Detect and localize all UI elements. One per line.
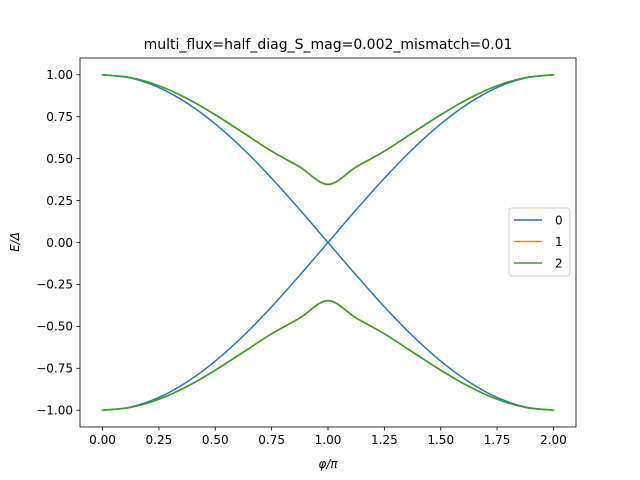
y-tick-label: 0.50 <box>46 152 73 166</box>
x-tick-label: 2.00 <box>540 433 567 447</box>
y-tick-label: 0.75 <box>46 110 73 124</box>
y-tick-label: 0.00 <box>46 236 73 250</box>
x-tick-label: 0.50 <box>202 433 229 447</box>
y-axis-label: E/Δ <box>8 232 22 252</box>
series-2-branch-1-line <box>101 299 555 412</box>
x-tick-label: 1.75 <box>484 433 511 447</box>
y-tick-label: −1.00 <box>36 404 73 418</box>
x-tick-label: 1.50 <box>427 433 454 447</box>
legend: 0 1 2 <box>508 207 571 277</box>
y-tick-label: −0.25 <box>36 278 73 292</box>
series-2-branch-0-line <box>101 73 555 186</box>
x-tick-label: 0.00 <box>89 433 116 447</box>
y-tick-label: 1.00 <box>46 68 73 82</box>
x-tick-label: 1.00 <box>315 433 342 447</box>
chart-title: multi_flux=half_diag_S_mag=0.002_mismatc… <box>144 37 513 53</box>
series-0-branch-1-line <box>101 73 555 412</box>
y-tick-label: −0.50 <box>36 320 73 334</box>
y-tick-label: −0.75 <box>36 362 73 376</box>
x-tick-label: 1.25 <box>371 433 398 447</box>
x-axis-label: φ/π <box>318 457 338 471</box>
x-axis: 0.00 0.25 0.50 0.75 1.00 1.25 1.50 1.75 2.00 <box>89 427 567 447</box>
legend-label-1: 1 <box>555 235 563 249</box>
legend-label-0: 0 <box>555 213 563 227</box>
x-tick-label: 0.25 <box>146 433 173 447</box>
y-tick-label: 0.25 <box>46 194 73 208</box>
plot-lines <box>101 73 555 412</box>
legend-label-2: 2 <box>555 256 563 270</box>
y-axis: 1.00 0.75 0.50 0.25 0.00 −0.25 −0.50 −0.75 −1.00 <box>36 68 80 418</box>
x-tick-label: 0.75 <box>258 433 285 447</box>
